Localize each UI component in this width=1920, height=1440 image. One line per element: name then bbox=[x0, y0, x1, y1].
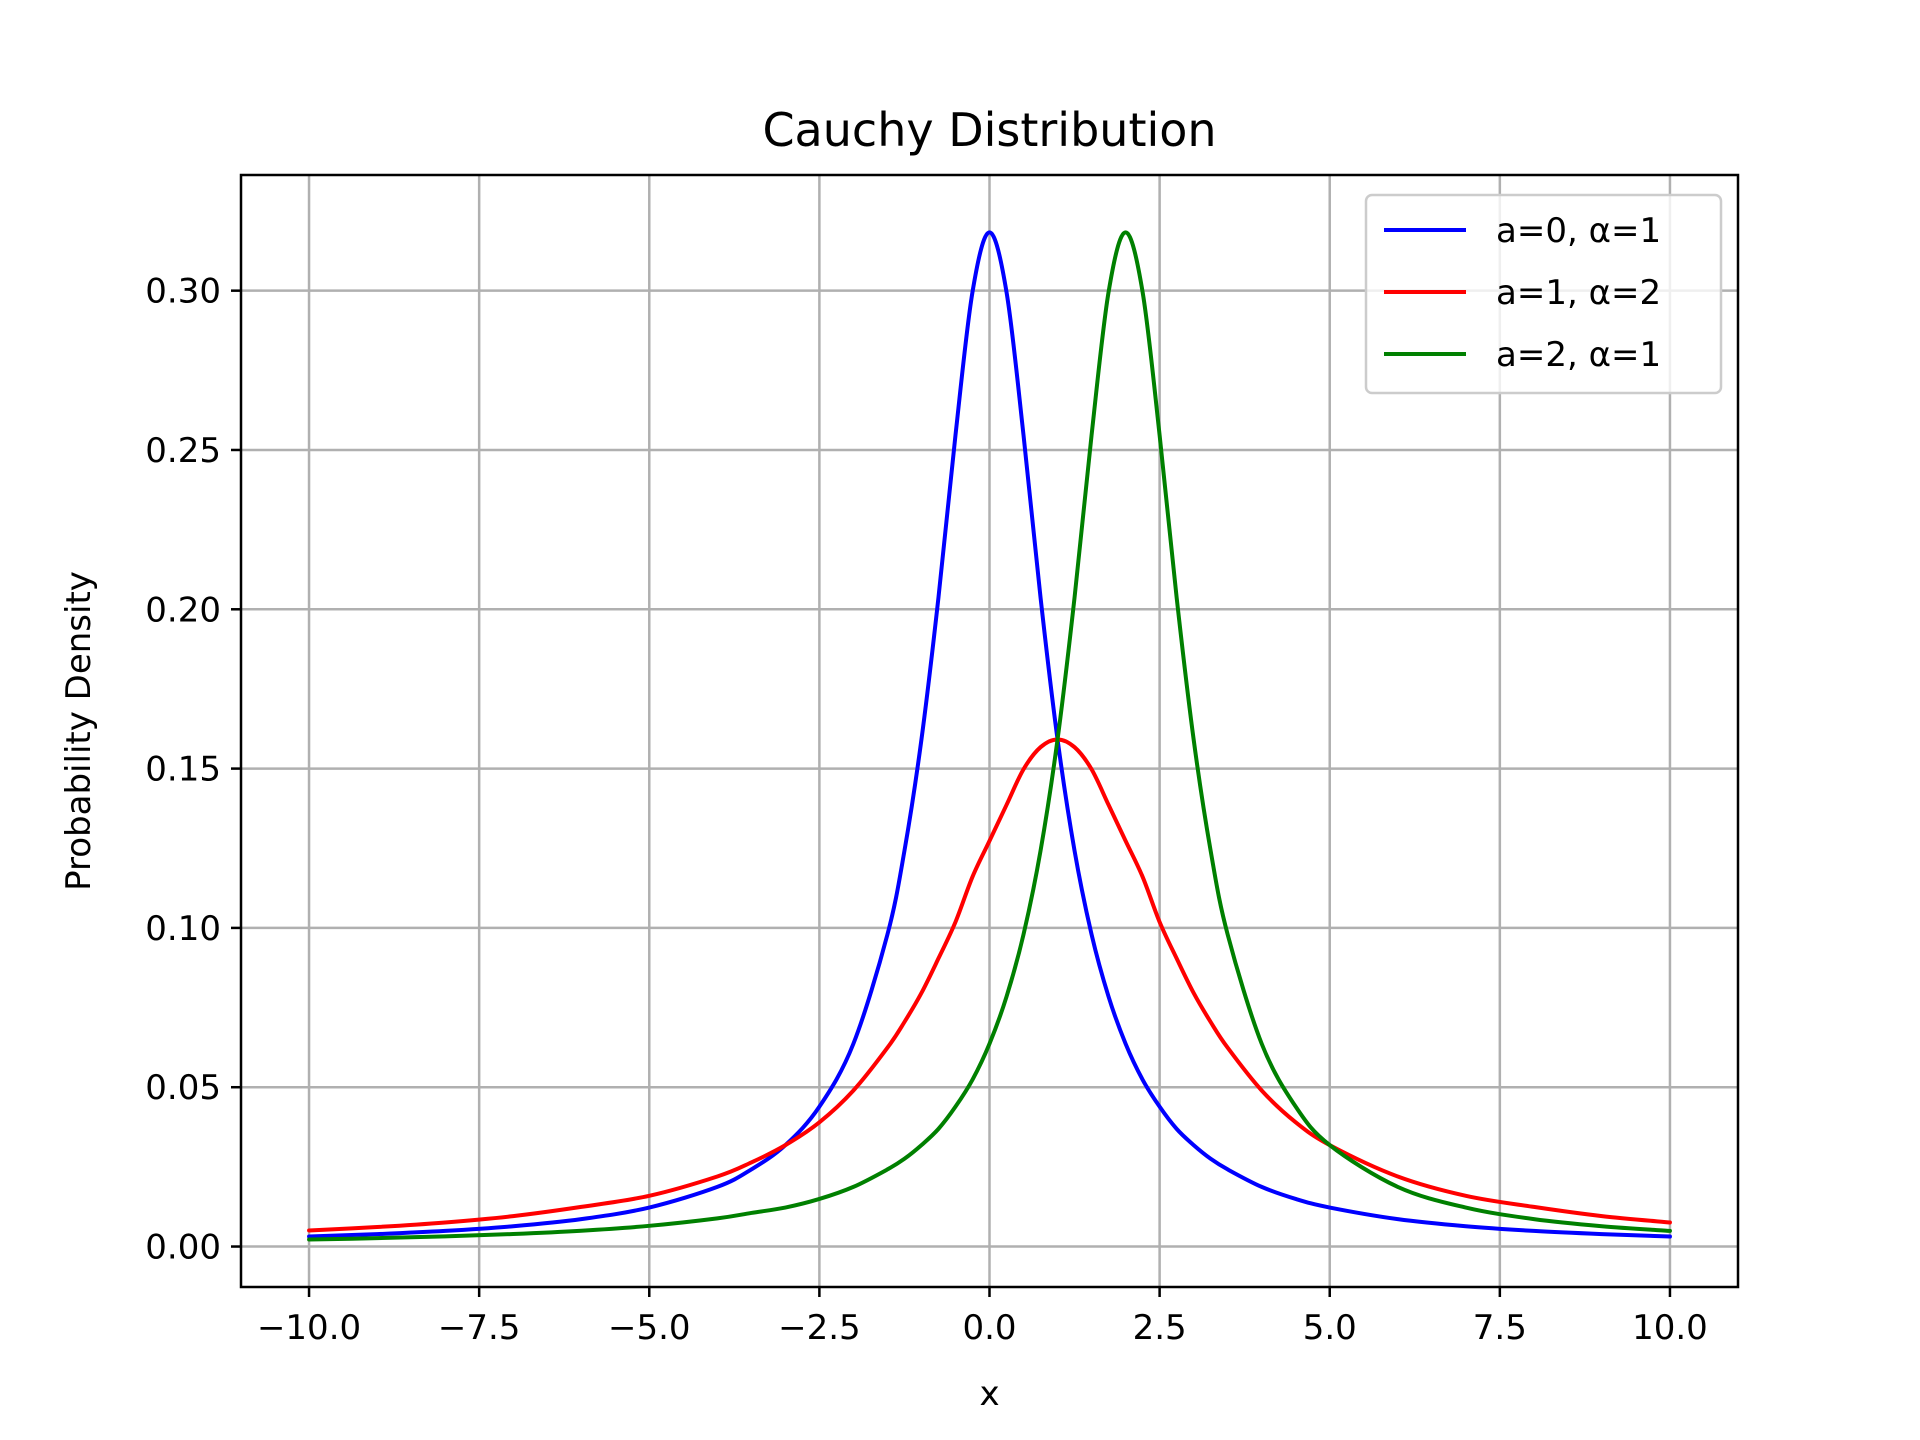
y-tick-label: 0.30 bbox=[145, 272, 221, 312]
legend-label-1: a=1, α=2 bbox=[1496, 273, 1661, 313]
x-tick-label: 7.5 bbox=[1473, 1308, 1527, 1348]
y-axis-label: Probability Density bbox=[59, 571, 99, 891]
series-line-0 bbox=[307, 230, 1672, 1239]
chart-title: Cauchy Distribution bbox=[762, 103, 1216, 157]
series-line-1 bbox=[307, 737, 1672, 1233]
x-tick-label: 2.5 bbox=[1133, 1308, 1187, 1348]
x-tick-label: 5.0 bbox=[1303, 1308, 1357, 1348]
series-line-2 bbox=[307, 230, 1672, 1242]
x-tick-label: −7.5 bbox=[438, 1308, 521, 1348]
y-tick-label: 0.25 bbox=[145, 431, 221, 471]
legend-box bbox=[1364, 193, 1723, 395]
legend: a=0, α=1 a=1, α=2 a=2, α=1 bbox=[1364, 193, 1723, 395]
y-tick-label: 0.05 bbox=[145, 1068, 221, 1108]
legend-label-0: a=0, α=1 bbox=[1496, 211, 1661, 251]
x-tick-label: 0.0 bbox=[962, 1308, 1016, 1348]
y-tick-label: 0.15 bbox=[145, 750, 221, 790]
series-layer bbox=[307, 230, 1672, 1242]
legend-label-2: a=2, α=1 bbox=[1496, 335, 1661, 375]
y-tick-label: 0.20 bbox=[145, 590, 221, 630]
x-axis-label: x bbox=[979, 1374, 999, 1414]
ticks: −10.0 −7.5 −5.0 −2.5 0.0 2.5 5.0 7.5 10.0 0.00 0.0… bbox=[145, 272, 1708, 1348]
y-tick-label: 0.00 bbox=[145, 1228, 221, 1268]
x-tick-label: −5.0 bbox=[608, 1308, 691, 1348]
x-tick-label: −10.0 bbox=[257, 1308, 361, 1348]
x-tick-label: −2.5 bbox=[778, 1308, 861, 1348]
x-tick-label: 10.0 bbox=[1632, 1308, 1708, 1348]
y-tick-label: 0.10 bbox=[145, 909, 221, 949]
